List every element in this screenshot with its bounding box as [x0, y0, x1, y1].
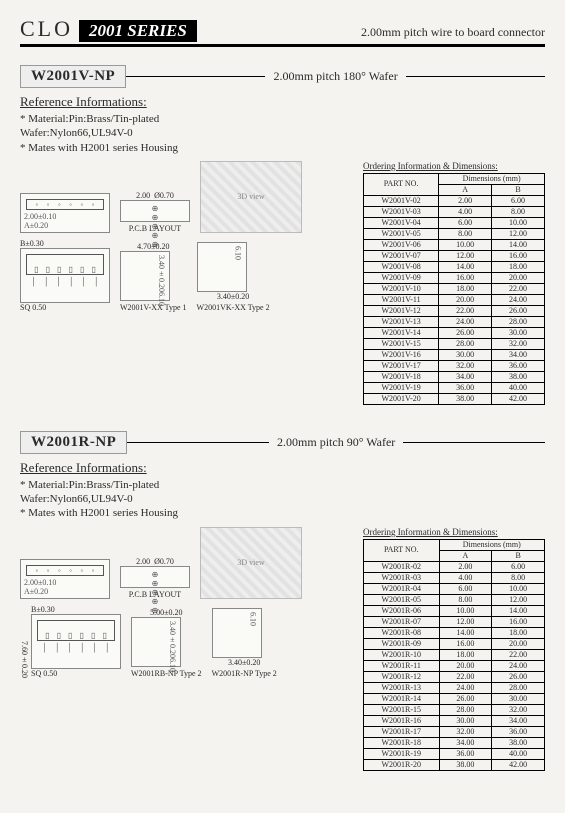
- ordering-table-block: Ordering Information & Dimensions: PART N…: [363, 161, 545, 405]
- tagline-label: 2.00mm pitch wire to board connector: [361, 25, 545, 40]
- type1-caption: W2001V-XX Type 1: [120, 303, 187, 312]
- table-row: W2001R-022.006.00: [364, 561, 545, 572]
- table-row: W2001V-034.008.00: [364, 206, 545, 217]
- table-row: W2001R-1324.0028.00: [364, 682, 545, 693]
- diagram-front-view: ▯▯▯▯▯▯ ││││││: [31, 614, 121, 669]
- table-row: W2001V-2038.0042.00: [364, 393, 545, 404]
- model-subtitle: 2.00mm pitch 90° Wafer: [277, 435, 395, 450]
- type2-caption: W2001R-NP Type 2: [212, 669, 277, 678]
- table-row: W2001V-1630.0034.00: [364, 349, 545, 360]
- ordering-table-block: Ordering Information & Dimensions: PART N…: [363, 527, 545, 771]
- rule: [126, 76, 265, 77]
- table-row: W2001R-0712.0016.00: [364, 616, 545, 627]
- rule: [406, 76, 545, 77]
- section-W2001R-NP: W2001R-NP 2.00mm pitch 90° Wafer Reference…: [20, 431, 545, 771]
- table-title: Ordering Information & Dimensions:: [363, 527, 545, 537]
- table-row: W2001R-1528.0032.00: [364, 704, 545, 715]
- isometric-view: 3D view: [200, 161, 302, 233]
- isometric-view: 3D view: [200, 527, 302, 599]
- reference-list: * Material:Pin:Brass/Tin-plated Wafer:Ny…: [20, 112, 545, 155]
- table-row: W2001V-0916.0020.00: [364, 272, 545, 283]
- table-row: W2001R-1426.0030.00: [364, 693, 545, 704]
- pcb-caption: P.C.B LAYOUT: [120, 224, 190, 233]
- table-row: W2001V-1222.0026.00: [364, 305, 545, 316]
- table-row: W2001V-1732.0036.00: [364, 360, 545, 371]
- dimensions-table: PART NO.Dimensions (mm)ABW2001R-022.006.…: [363, 539, 545, 771]
- diagram-type2: 6.10: [197, 242, 247, 292]
- diagram-pcb-layout: ⊕⊕⊕⊕⊕: [120, 566, 190, 588]
- series-label: 2001 SERIES: [79, 20, 197, 42]
- table-row: W2001V-1324.0028.00: [364, 316, 545, 327]
- table-row: W2001V-1018.0022.00: [364, 283, 545, 294]
- diagram-area: ◦◦◦◦◦◦ 2.00±0.10 A±0.20 2.00 Ø0.70 ⊕⊕⊕⊕⊕…: [20, 161, 353, 405]
- reference-list: * Material:Pin:Brass/Tin-plated Wafer:Ny…: [20, 478, 545, 521]
- diagram-front-view: ▯▯▯▯▯▯ ││││││: [20, 248, 110, 303]
- rule: [403, 442, 545, 443]
- brand-label: CLO: [20, 16, 73, 42]
- table-row: W2001R-1630.0034.00: [364, 715, 545, 726]
- table-row: W2001R-1120.0024.00: [364, 660, 545, 671]
- table-row: W2001R-0610.0014.00: [364, 605, 545, 616]
- table-row: W2001R-1018.0022.00: [364, 649, 545, 660]
- diagram-type2: 6.10: [212, 608, 262, 658]
- table-row: W2001V-1528.0032.00: [364, 338, 545, 349]
- rule: [127, 442, 269, 443]
- diagram-type1: 3.40±0.20 6.10: [120, 251, 170, 301]
- table-row: W2001R-0916.0020.00: [364, 638, 545, 649]
- table-row: W2001V-1834.0038.00: [364, 371, 545, 382]
- type2-caption: W2001VK-XX Type 2: [197, 303, 270, 312]
- table-row: W2001R-1834.0038.00: [364, 737, 545, 748]
- diagram-top-view: ◦◦◦◦◦◦ 2.00±0.10 A±0.20: [20, 559, 110, 599]
- model-subtitle: 2.00mm pitch 180° Wafer: [273, 69, 397, 84]
- table-row: W2001V-1936.0040.00: [364, 382, 545, 393]
- table-row: W2001V-1426.0030.00: [364, 327, 545, 338]
- table-row: W2001V-1120.0024.00: [364, 294, 545, 305]
- table-row: W2001R-1732.0036.00: [364, 726, 545, 737]
- page-header: CLO 2001 SERIES 2.00mm pitch wire to boa…: [20, 16, 545, 47]
- table-row: W2001V-022.006.00: [364, 195, 545, 206]
- table-row: W2001V-0610.0014.00: [364, 239, 545, 250]
- table-row: W2001R-058.0012.00: [364, 594, 545, 605]
- reference-heading: Reference Informations:: [20, 94, 545, 110]
- diagram-pcb-layout: ⊕⊕⊕⊕⊕: [120, 200, 190, 222]
- type1-caption: W2001RB-NP Type 2: [131, 669, 202, 678]
- reference-heading: Reference Informations:: [20, 460, 545, 476]
- diagram-top-view: ◦◦◦◦◦◦ 2.00±0.10 A±0.20: [20, 193, 110, 233]
- table-row: W2001R-046.0010.00: [364, 583, 545, 594]
- table-row: W2001R-0814.0018.00: [364, 627, 545, 638]
- table-row: W2001V-058.0012.00: [364, 228, 545, 239]
- table-row: W2001V-0814.0018.00: [364, 261, 545, 272]
- section-W2001V-NP: W2001V-NP 2.00mm pitch 180° Wafer Referenc…: [20, 65, 545, 405]
- table-row: W2001V-046.0010.00: [364, 217, 545, 228]
- diagram-type1: 3.40±0.20 6.10: [131, 617, 181, 667]
- model-label: W2001R-NP: [20, 431, 127, 454]
- model-label: W2001V-NP: [20, 65, 126, 88]
- table-title: Ordering Information & Dimensions:: [363, 161, 545, 171]
- table-row: W2001V-0712.0016.00: [364, 250, 545, 261]
- table-row: W2001R-2038.0042.00: [364, 759, 545, 770]
- table-row: W2001R-034.008.00: [364, 572, 545, 583]
- diagram-area: ◦◦◦◦◦◦ 2.00±0.10 A±0.20 2.00 Ø0.70 ⊕⊕⊕⊕⊕…: [20, 527, 353, 771]
- dimensions-table: PART NO.Dimensions (mm)ABW2001V-022.006.…: [363, 173, 545, 405]
- table-row: W2001R-1936.0040.00: [364, 748, 545, 759]
- pcb-caption: P.C.B LAYOUT: [120, 590, 190, 599]
- table-row: W2001R-1222.0026.00: [364, 671, 545, 682]
